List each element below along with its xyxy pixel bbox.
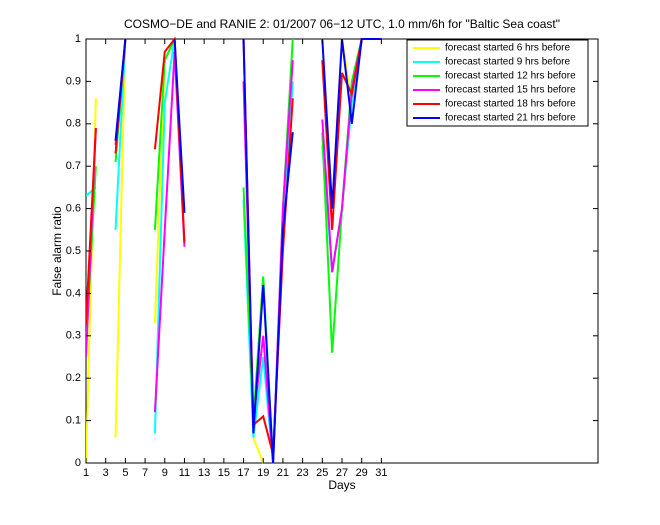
x-axis-label: Days [328, 478, 355, 492]
y-tick-label: 0 [75, 457, 81, 469]
x-tick-label: 13 [198, 467, 210, 479]
y-tick-label: 0.2 [66, 372, 81, 384]
y-tick-label: 0.4 [66, 287, 81, 299]
y-axis-label: False alarm ratio [50, 206, 64, 296]
x-tick-label: 1 [83, 467, 89, 479]
y-tick-label: 1 [75, 33, 81, 45]
x-tick-label: 5 [122, 467, 128, 479]
y-tick-label: 0.9 [66, 75, 81, 87]
x-tick-label: 21 [277, 467, 289, 479]
x-tick-label: 31 [375, 467, 387, 479]
x-tick-label: 17 [237, 467, 249, 479]
x-tick-label: 15 [218, 467, 230, 479]
x-tick-label: 9 [162, 467, 168, 479]
legend-label: forecast started 6 hrs before [445, 43, 571, 54]
x-tick-label: 27 [336, 467, 348, 479]
legend-label: forecast started 21 hrs before [445, 113, 576, 124]
legend-label: forecast started 18 hrs before [445, 99, 576, 110]
x-tick-label: 25 [316, 467, 328, 479]
x-tick-label: 11 [179, 467, 190, 479]
x-tick-label: 7 [142, 467, 148, 479]
x-tick-label: 19 [257, 467, 269, 479]
series-line [114, 38, 382, 464]
y-tick-label: 0.3 [66, 330, 81, 342]
chart-title: COSMO−DE and RANIE 2: 01/2007 06−12 UTC,… [124, 17, 560, 31]
x-tick-label: 3 [103, 467, 109, 479]
legend-label: forecast started 9 hrs before [445, 57, 571, 68]
legend-label: forecast started 15 hrs before [445, 85, 576, 96]
y-tick-label: 0.7 [66, 160, 81, 172]
y-tick-label: 0.1 [66, 415, 81, 427]
y-tick-label: 0.6 [66, 203, 81, 215]
x-tick-label: 29 [356, 467, 368, 479]
y-tick-label: 0.5 [66, 245, 81, 257]
series-line [86, 38, 382, 464]
lines [86, 37, 382, 464]
x-tick-label: 23 [296, 467, 308, 479]
legend-label: forecast started 12 hrs before [445, 71, 576, 82]
y-tick-label: 0.8 [66, 118, 81, 130]
legend [406, 39, 589, 127]
